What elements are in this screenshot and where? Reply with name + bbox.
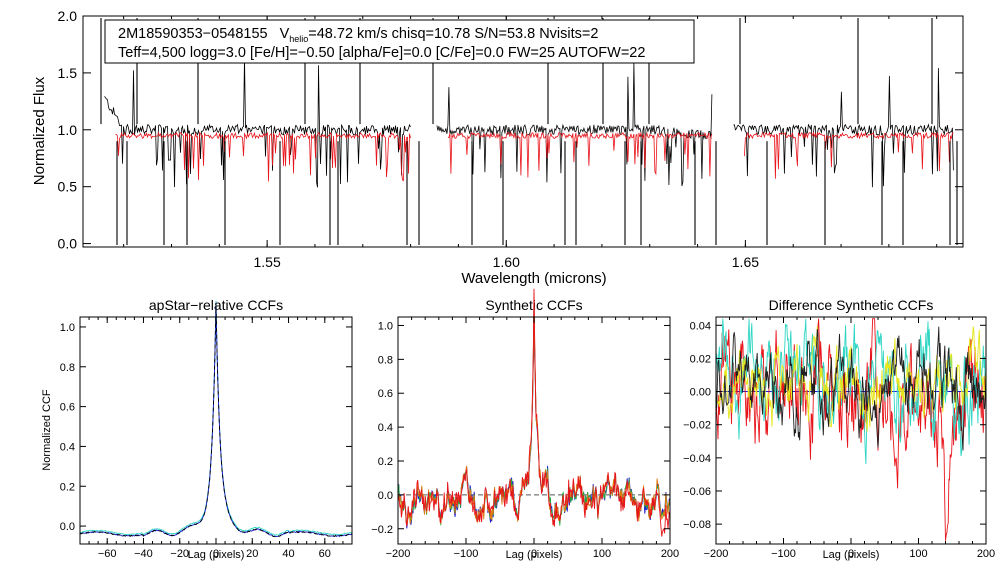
y-tick-label: 0.4	[378, 422, 393, 434]
spectrum-axes-frame	[82, 15, 964, 248]
y-tick-label: −0.08	[683, 519, 711, 531]
spectrum-ylabel: Normalized Flux	[31, 76, 48, 185]
x-tick-label: 40	[282, 548, 294, 560]
y-tick-label: 0.8	[60, 362, 75, 374]
annotation-v-sub: helio	[289, 34, 308, 44]
spectrum-panel: 1.55 1.60 1.65 0.0 0.5 1.0 1.5 2.0 Wavelength (…	[31, 8, 964, 287]
y-tick-label: 0.02	[690, 353, 711, 365]
y-tick-label: 0.4	[60, 441, 75, 453]
y-tick-label: −0.2	[371, 524, 393, 536]
y-tick-label: 0.6	[378, 388, 393, 400]
y-tick-label: 0.00	[690, 387, 711, 399]
annotation-line-1-rest: =48.72 km/s chisq=10.78 S/N=53.8 Nvisits…	[308, 26, 598, 42]
x-tick-label: −100	[771, 548, 796, 560]
y-tick-label: 1.0	[378, 320, 393, 332]
spectrum-y-tick-label: 0.0	[58, 236, 78, 252]
difference-ccf-title: Difference Synthetic CCFs	[769, 297, 934, 313]
spectrum-x-tick-label: 1.60	[493, 254, 520, 270]
ccf-series-line	[79, 303, 353, 538]
ccf-series-line	[79, 302, 353, 538]
spectrum-annotation-box	[104, 19, 695, 64]
annotation-star-id: 2M18590353−0548155	[118, 26, 268, 42]
x-tick-label: 100	[909, 548, 927, 560]
ccf-series-line	[397, 288, 671, 537]
spectrum-y-tick-label: 2.0	[58, 8, 78, 24]
ccf-series-line	[715, 326, 987, 451]
annotation-line-1: 2M18590353−0548155 Vhelio=48.72 km/s chis…	[118, 26, 598, 44]
annotation-line-2: Teff=4,500 logg=3.0 [Fe/H]=−0.50 [alpha/…	[118, 45, 645, 61]
y-tick-label: −0.02	[683, 420, 711, 432]
y-tick-label: 0.2	[378, 456, 393, 468]
y-tick-label: −0.06	[683, 486, 711, 498]
y-tick-label: 0.2	[60, 481, 75, 493]
spectrum-ticks: 1.55 1.60 1.65 0.0 0.5 1.0 1.5 2.0	[58, 8, 963, 270]
difference-ccf-lines	[715, 318, 987, 541]
y-tick-label: 0.0	[60, 521, 75, 533]
synthetic-spectrum-line	[115, 131, 954, 182]
x-tick-label: −100	[454, 548, 479, 560]
spectrum-x-tick-label: 1.65	[732, 254, 759, 270]
synthetic-ccf-panel: Synthetic CCFs −200 −100 0 100 200−0.20.00.2…	[371, 288, 679, 561]
apstar-ccf-panel: apStar−relative CCFs −60 −40 −20 0 20 40 600.0…	[41, 297, 353, 561]
apstar-ccf-xlabel: Lag (pixels)	[188, 549, 245, 561]
x-tick-label: 0	[213, 548, 219, 560]
difference-ccf-ticks: −200 −100 0 100 200 −0.08 −0.06 −0.04 −0.02 0.00 0…	[683, 317, 995, 560]
y-tick-label: 0.04	[690, 320, 711, 332]
annotation-v: V	[280, 26, 290, 42]
x-tick-label: 100	[593, 548, 611, 560]
x-tick-label: 200	[661, 548, 679, 560]
spectrum-y-tick-label: 1.0	[58, 122, 78, 138]
x-tick-label: 20	[246, 548, 258, 560]
x-tick-label: 60	[319, 548, 331, 560]
synthetic-ccf-xlabel: Lag (pixels)	[506, 549, 563, 561]
spectrum-xlabel: Wavelength (microns)	[461, 270, 606, 287]
x-tick-label: 0	[531, 548, 537, 560]
ccf-series-line	[80, 300, 353, 536]
x-tick-label: 200	[977, 548, 995, 560]
spectrum-y-tick-label: 0.5	[58, 179, 78, 195]
x-tick-label: −200	[704, 548, 729, 560]
ccf-series-line	[397, 300, 671, 526]
x-tick-label: −20	[170, 548, 189, 560]
difference-ccf-xlabel: Lag (pixels)	[823, 549, 880, 561]
apstar-ccf-ticks: −60 −40 −20 0 20 40 60 0.0 0.2 0.4 0.6 0.8 1.0	[60, 317, 353, 560]
spectrum-lines	[100, 18, 958, 245]
observed-spectrum-line	[104, 56, 954, 188]
spectrum-x-tick-label: 1.55	[254, 254, 281, 270]
synthetic-ccf-lines	[397, 288, 671, 537]
apstar-ccf-axes-frame	[79, 316, 353, 545]
spectrum-y-tick-label: 1.5	[58, 65, 78, 81]
x-tick-label: −40	[134, 548, 153, 560]
y-tick-label: 0.6	[60, 402, 75, 414]
apstar-ccf-ylabel: Normalized CCF	[41, 389, 53, 471]
difference-ccf-panel: Difference Synthetic CCFs −200 −100 0 100 20…	[683, 297, 995, 561]
x-tick-label: 0	[848, 548, 854, 560]
x-tick-label: −60	[98, 548, 117, 560]
y-tick-label: 0.0	[378, 490, 393, 502]
y-tick-label: −0.04	[683, 453, 711, 465]
apstar-ccf-lines	[79, 300, 353, 538]
x-tick-label: −200	[386, 548, 411, 560]
y-tick-label: 1.0	[60, 322, 75, 334]
synthetic-ccf-ticks: −200 −100 0 100 200 −0.2 0.0 0.2 0.4 0.6 0.8 1.0	[371, 317, 679, 560]
y-tick-label: 0.8	[378, 354, 393, 366]
